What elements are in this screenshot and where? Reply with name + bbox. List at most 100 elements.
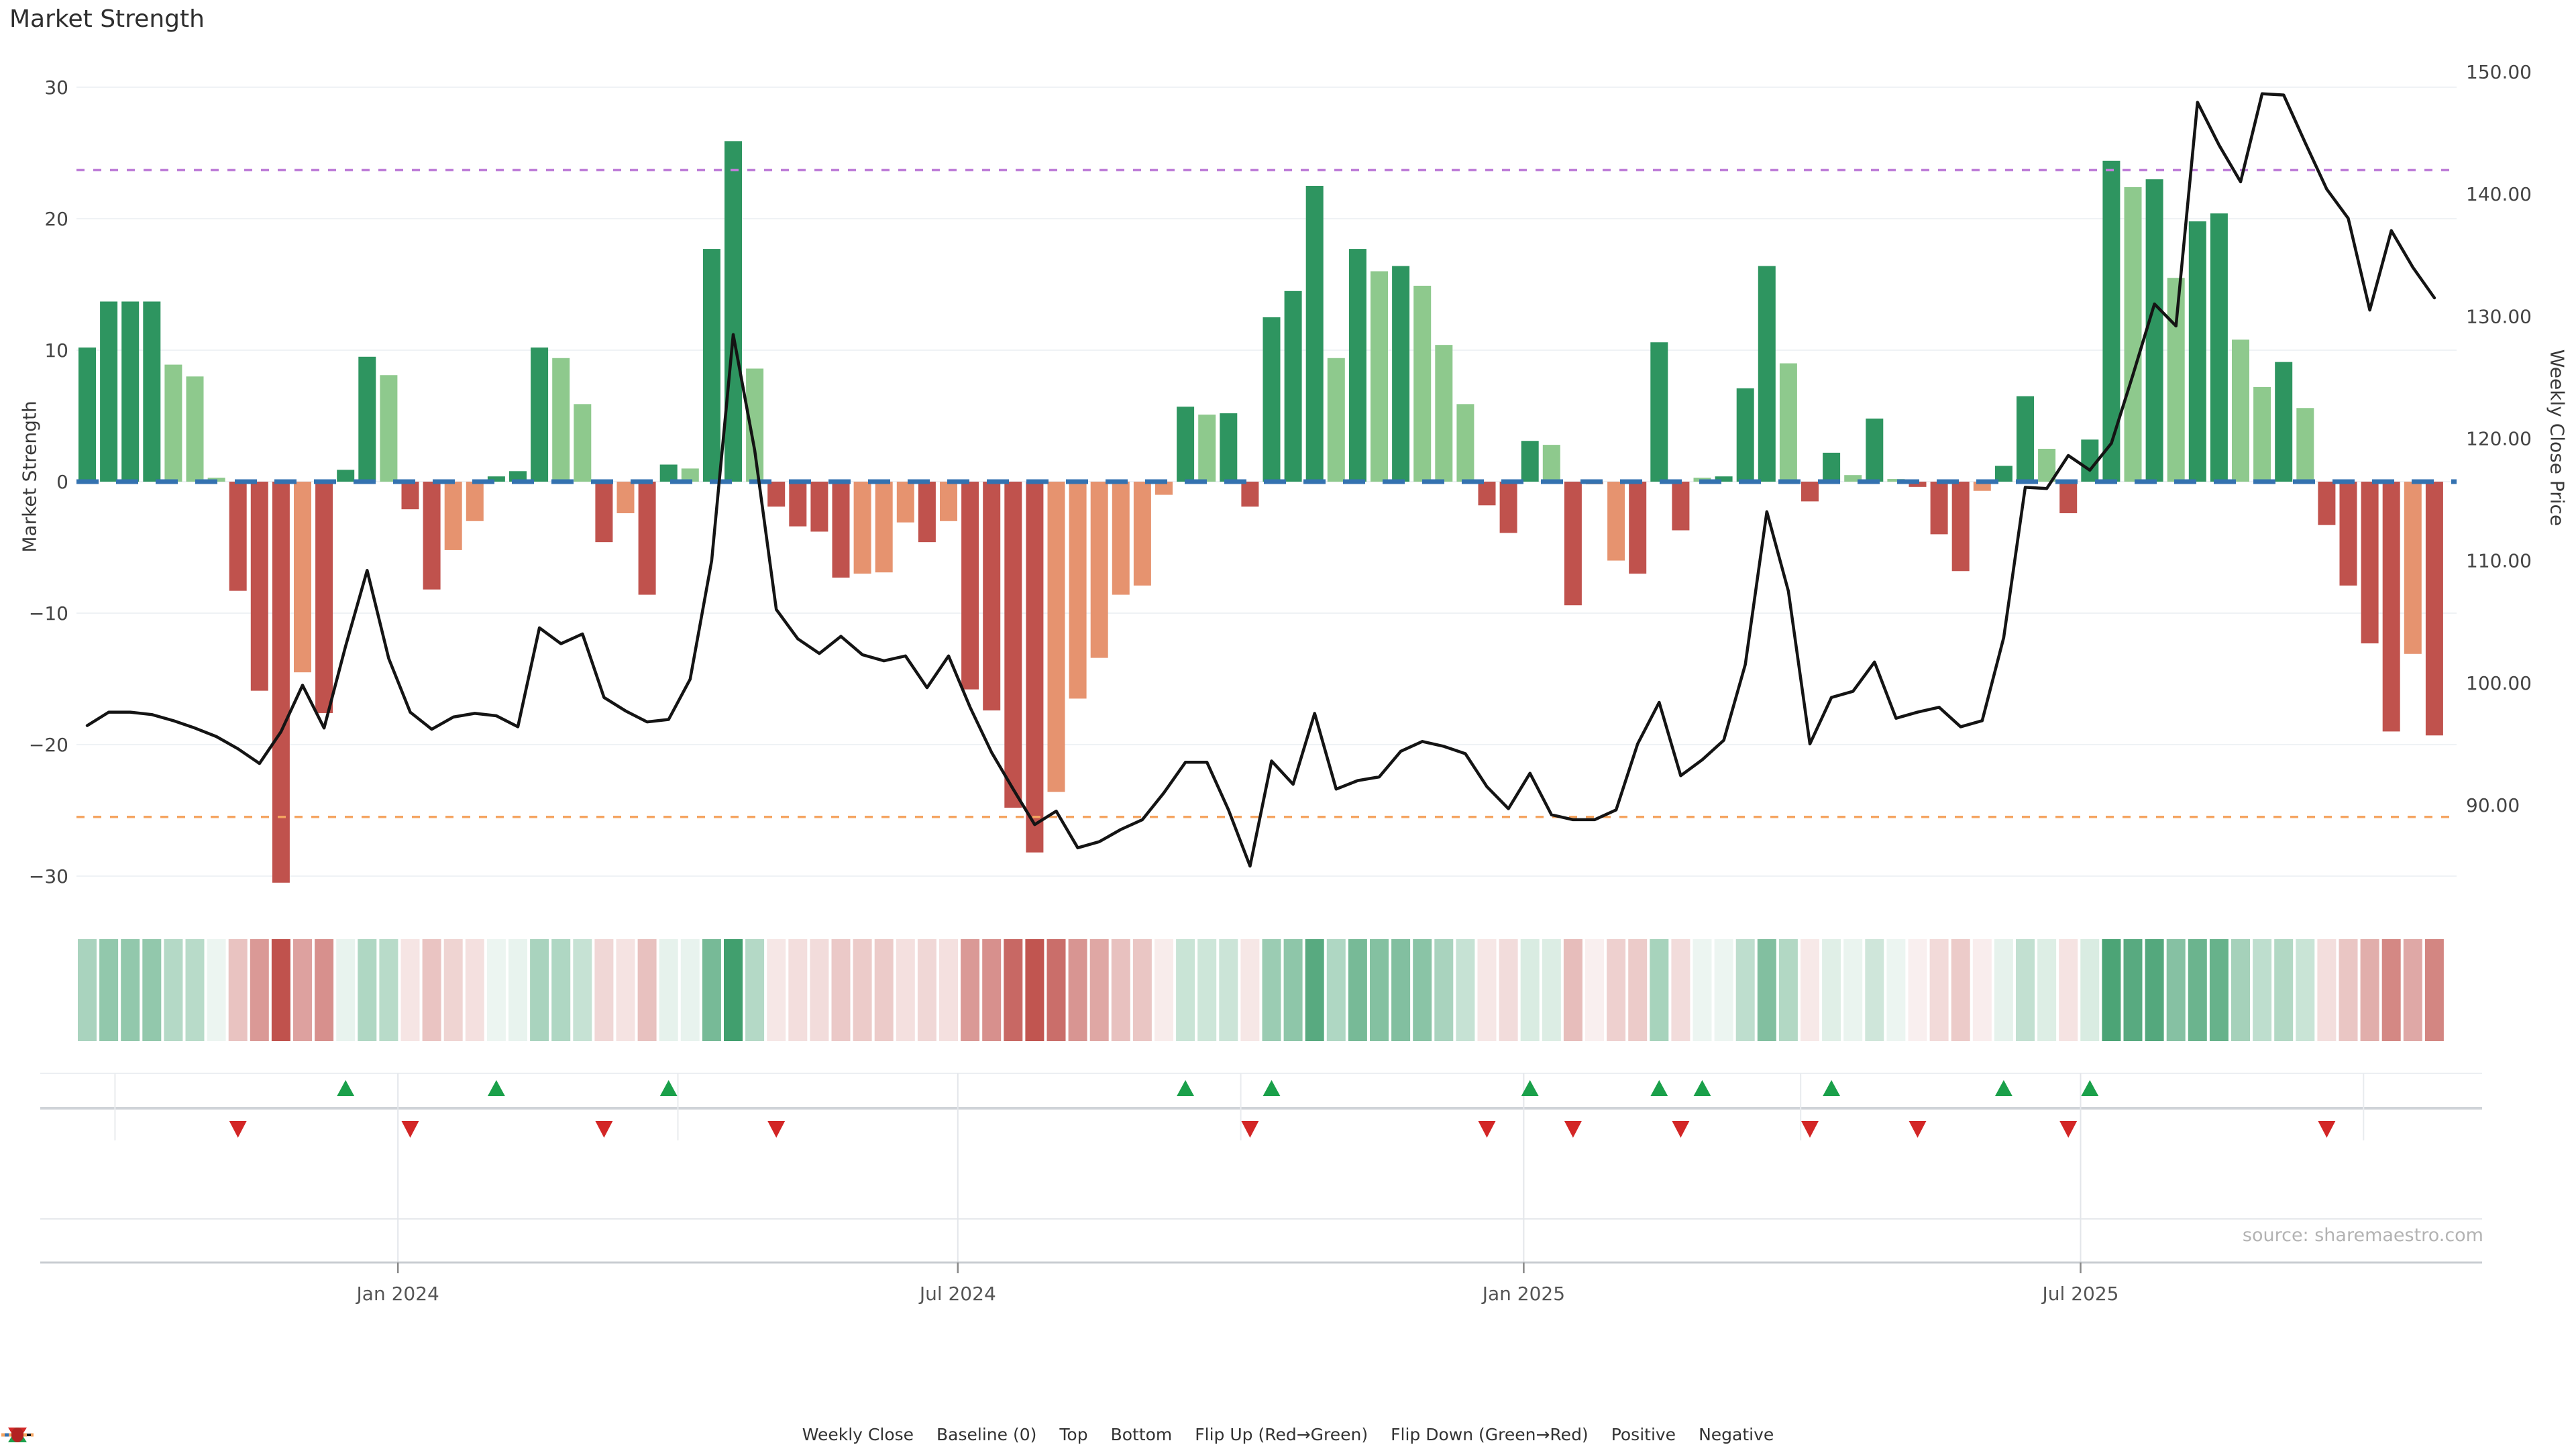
- left-axis-tick-label: 10: [44, 339, 68, 362]
- strength-bar-positive: [1348, 249, 1366, 482]
- heatmap-cell: [1219, 939, 1238, 1041]
- strength-bar-positive: [2145, 179, 2163, 482]
- strength-bar-positive: [1994, 466, 2012, 482]
- heatmap-cell: [1585, 939, 1604, 1041]
- heatmap-cell: [573, 939, 592, 1041]
- heatmap-cell: [745, 939, 765, 1041]
- heatmap-cell: [1693, 939, 1712, 1041]
- strength-bar-positive: [1284, 290, 1302, 482]
- flip-up-icon: [1263, 1080, 1281, 1096]
- strength-bar-positive: [1392, 266, 1410, 482]
- weekly-close-line: [85, 92, 2436, 868]
- strength-bar-negative: [1629, 482, 1647, 574]
- right-axis-tick-label: 120.00: [2466, 428, 2532, 450]
- heatmap-cell: [2360, 939, 2379, 1041]
- strength-bar-positive: [1844, 475, 1862, 482]
- strength-bar-negative: [853, 482, 871, 574]
- heatmap-cell: [853, 939, 872, 1041]
- heatmap-cell: [2424, 939, 2444, 1041]
- strength-bar-positive: [2275, 362, 2293, 482]
- flip-down-icon: [1478, 1121, 1496, 1138]
- heatmap-cell: [831, 939, 851, 1041]
- strength-bar-negative: [2059, 482, 2078, 514]
- heatmap-cell: [2016, 939, 2035, 1041]
- heatmap-cell: [1025, 939, 1044, 1041]
- heatmap-cell: [530, 939, 549, 1041]
- strength-bar-positive: [659, 464, 678, 482]
- heatmap-cell: [1068, 939, 1087, 1041]
- heatmap-cell: [1972, 939, 1992, 1041]
- strength-bar-positive: [2210, 213, 2228, 482]
- heatmap-cell: [2274, 939, 2294, 1041]
- strength-bar-positive: [1371, 271, 1388, 482]
- strength-bar-positive: [1887, 479, 1905, 482]
- strength-bar-positive: [1327, 358, 1345, 482]
- heatmap-cell: [1477, 939, 1497, 1041]
- legend-item: Baseline (0): [1, 1425, 1036, 1444]
- heatmap-cell: [1176, 939, 1195, 1041]
- flip-down-icon: [2059, 1121, 2078, 1138]
- strength-bar-positive: [1177, 407, 1195, 482]
- heatmap-cell: [1607, 939, 1626, 1041]
- heatmap-cell: [1843, 939, 1863, 1041]
- heatmap-cell: [2317, 939, 2337, 1041]
- heatmap-cell: [788, 939, 808, 1041]
- heatmap-cell: [1326, 939, 1346, 1041]
- flip-up-icon: [337, 1080, 355, 1096]
- strength-bar-positive: [164, 364, 182, 482]
- heatmap-cell: [2381, 939, 2401, 1041]
- strength-bar-negative: [229, 482, 247, 591]
- heatmap-cell: [1370, 939, 1389, 1041]
- strength-bar-positive: [1542, 445, 1560, 482]
- heatmap-cell: [1499, 939, 1518, 1041]
- flip-down-icon: [595, 1121, 613, 1138]
- strength-bar-positive: [121, 301, 140, 482]
- legend-item: Bottom: [1, 1425, 1172, 1444]
- heatmap-cell: [271, 939, 290, 1041]
- strength-bar-negative: [2318, 482, 2336, 525]
- strength-bar-positive: [100, 301, 118, 482]
- strength-bar-positive: [1305, 186, 1324, 482]
- heatmap-cell: [486, 939, 506, 1041]
- heatmap-cell: [185, 939, 205, 1041]
- flip-up-icon: [2081, 1080, 2099, 1096]
- heatmap-cell: [896, 939, 915, 1041]
- strength-bar-negative: [1090, 482, 1108, 658]
- strength-bar-negative: [1155, 482, 1173, 495]
- heatmap-cell: [767, 939, 786, 1041]
- strength-bar-negative: [1133, 482, 1151, 586]
- flip-down-icon: [401, 1121, 419, 1138]
- strength-bar-positive: [1866, 418, 1884, 482]
- strength-bar-negative: [1478, 482, 1496, 506]
- heatmap-cell: [961, 939, 980, 1041]
- strength-bar-negative: [1241, 482, 1259, 507]
- x-axis-label: Jul 2024: [918, 1283, 996, 1305]
- source-credit: source: sharemaestro.com: [2242, 1225, 2483, 1246]
- flip-down-icon: [1909, 1121, 1927, 1138]
- strength-bar-negative: [810, 482, 828, 532]
- heatmap-cell: [2296, 939, 2315, 1041]
- right-axis-tick-label: 100.00: [2466, 672, 2532, 694]
- flip-down-icon: [2318, 1121, 2336, 1138]
- strength-bar-negative: [401, 482, 419, 510]
- heatmap-cell: [1714, 939, 1733, 1041]
- strength-bar-positive: [1456, 404, 1474, 482]
- heatmap-cell: [1348, 939, 1367, 1041]
- heatmap-cell: [1628, 939, 1648, 1041]
- flip-down-icon: [1672, 1121, 1690, 1138]
- strength-bar-positive: [1220, 413, 1238, 482]
- heatmap-cell: [1283, 939, 1303, 1041]
- x-axis-label: Jul 2025: [2041, 1283, 2119, 1305]
- heatmap-cell: [2339, 939, 2358, 1041]
- strength-bar-negative: [961, 482, 979, 690]
- heatmap-cell: [207, 939, 226, 1041]
- heatmap-cell: [1757, 939, 1776, 1041]
- strength-bar-negative: [2361, 482, 2379, 644]
- heatmap-cell: [917, 939, 936, 1041]
- heatmap-cell: [228, 939, 248, 1041]
- legend-item: Flip Up (Red→Green): [8, 1425, 1368, 1444]
- strength-bar-positive: [1198, 415, 1216, 482]
- heatmap-cell: [358, 939, 377, 1041]
- left-axis-tick-label: 30: [44, 76, 68, 99]
